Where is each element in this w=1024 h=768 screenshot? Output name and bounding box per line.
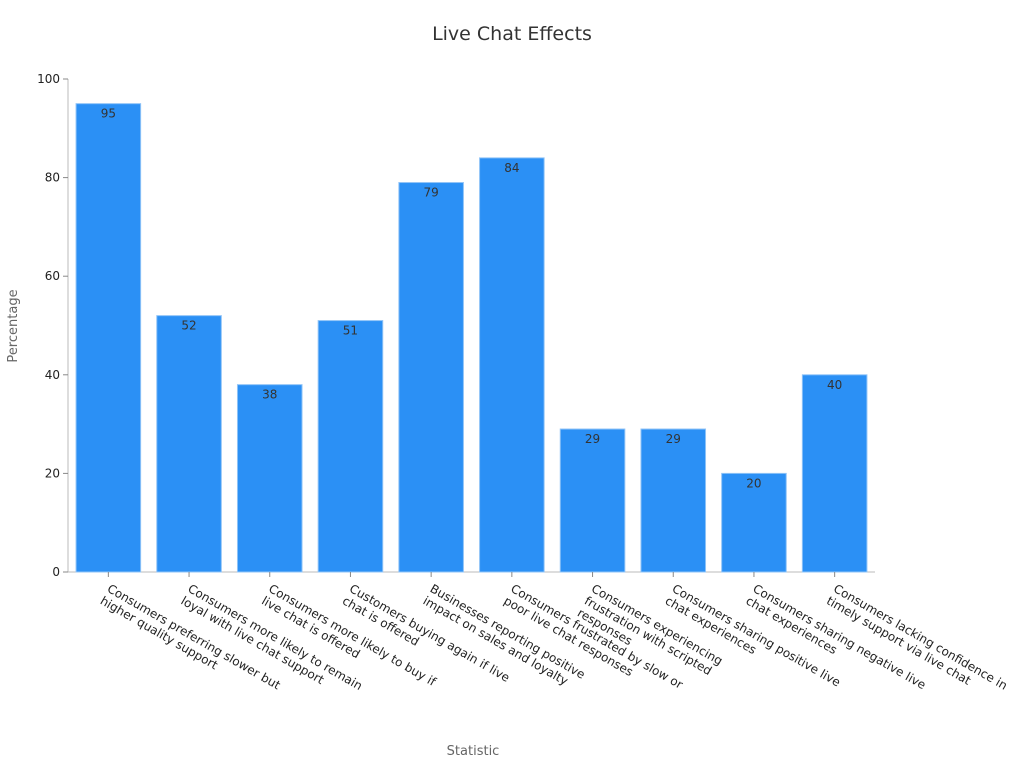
y-tick-label: 80: [45, 171, 60, 185]
value-label: 29: [666, 432, 681, 446]
bar: [156, 315, 222, 573]
bar: [398, 182, 464, 573]
x-axis-label: Statistic: [447, 744, 500, 759]
y-tick-label: 60: [45, 269, 60, 283]
value-label: 40: [827, 378, 842, 392]
y-axis-label: Percentage: [6, 289, 21, 362]
bar: [559, 428, 626, 573]
value-label: 51: [343, 324, 358, 338]
bar: [317, 320, 384, 573]
chart-title: Live Chat Effects: [432, 23, 592, 45]
y-tick-label: 0: [52, 565, 60, 579]
value-label: 79: [424, 186, 439, 200]
bar: [236, 384, 303, 573]
value-label: 84: [504, 161, 519, 175]
bar: [479, 157, 545, 573]
bar: [721, 472, 787, 573]
value-label: 95: [101, 107, 116, 121]
value-label: 29: [585, 432, 600, 446]
value-label: 38: [262, 388, 277, 402]
y-tick-label: 100: [37, 72, 60, 86]
value-label: 20: [746, 476, 761, 490]
bar: [75, 103, 142, 573]
bar: [640, 428, 707, 573]
y-tick-label: 40: [45, 368, 60, 382]
value-label: 52: [181, 319, 196, 333]
y-tick-label: 20: [45, 466, 60, 480]
bar: [801, 374, 868, 573]
